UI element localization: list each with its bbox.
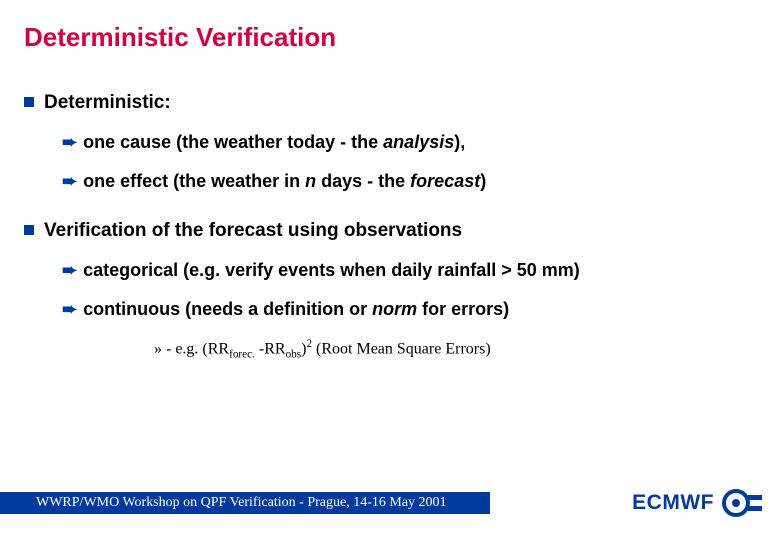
ecmwf-logo-icon <box>722 489 762 517</box>
text-fragment: » - e.g. (RR <box>154 340 229 357</box>
square-bullet-icon <box>24 97 34 107</box>
arrow-bullet-icon: ➨ <box>62 132 77 153</box>
text-fragment-italic: norm <box>372 299 417 319</box>
arrow-bullet-icon: ➨ <box>62 260 77 281</box>
subbullet-cause: ➨ one cause (the weather today - the ana… <box>62 132 756 153</box>
subbullet-effect: ➨ one effect (the weather in n days - th… <box>62 171 756 192</box>
bullet-verification: Verification of the forecast using obser… <box>24 220 756 242</box>
subbullet-text: continuous (needs a definition or norm f… <box>83 299 509 320</box>
bullet-text: Verification of the forecast using obser… <box>44 220 462 242</box>
text-fragment-italic: n <box>305 171 316 191</box>
text-subscript: forec. <box>229 349 255 361</box>
arrow-bullet-icon: ➨ <box>62 299 77 320</box>
subbullet-text: one effect (the weather in n days - the … <box>83 171 486 192</box>
slide-title: Deterministic Verification <box>24 22 336 53</box>
footer-text: WWRP/WMO Workshop on QPF Verification - … <box>36 495 447 511</box>
square-bullet-icon <box>24 225 34 235</box>
subsubbullet-rms: » - e.g. (RRforec. -RRobs)2 (Root Mean S… <box>154 338 756 361</box>
bullet-text: Deterministic: <box>44 92 171 114</box>
text-fragment: for errors) <box>417 299 509 319</box>
subbullet-text: categorical (e.g. verify events when dai… <box>83 260 580 281</box>
text-subscript: obs <box>286 349 302 361</box>
text-fragment-italic: forecast <box>410 171 480 191</box>
text-fragment: -RR <box>255 340 286 357</box>
text-fragment: one effect (the weather in <box>83 171 305 191</box>
bullet-deterministic: Deterministic: <box>24 92 756 114</box>
text-fragment-italic: analysis <box>383 132 454 152</box>
footer-bar: WWRP/WMO Workshop on QPF Verification - … <box>0 492 490 514</box>
footer-brand: ECMWF <box>632 489 762 517</box>
slide-footer: WWRP/WMO Workshop on QPF Verification - … <box>0 488 780 518</box>
text-fragment: ) <box>480 171 486 191</box>
text-fragment: days - the <box>316 171 410 191</box>
subbullet-text: one cause (the weather today - the analy… <box>83 132 465 153</box>
text-fragment: (Root Mean Square Errors) <box>312 340 491 357</box>
arrow-bullet-icon: ➨ <box>62 171 77 192</box>
brand-label: ECMWF <box>632 491 714 515</box>
subbullet-continuous: ➨ continuous (needs a definition or norm… <box>62 299 756 320</box>
text-fragment: continuous (needs a definition or <box>83 299 372 319</box>
slide-content: Deterministic: ➨ one cause (the weather … <box>24 92 756 379</box>
subbullet-categorical: ➨ categorical (e.g. verify events when d… <box>62 260 756 281</box>
text-fragment: ), <box>454 132 465 152</box>
text-fragment: one cause (the weather today - the <box>83 132 383 152</box>
